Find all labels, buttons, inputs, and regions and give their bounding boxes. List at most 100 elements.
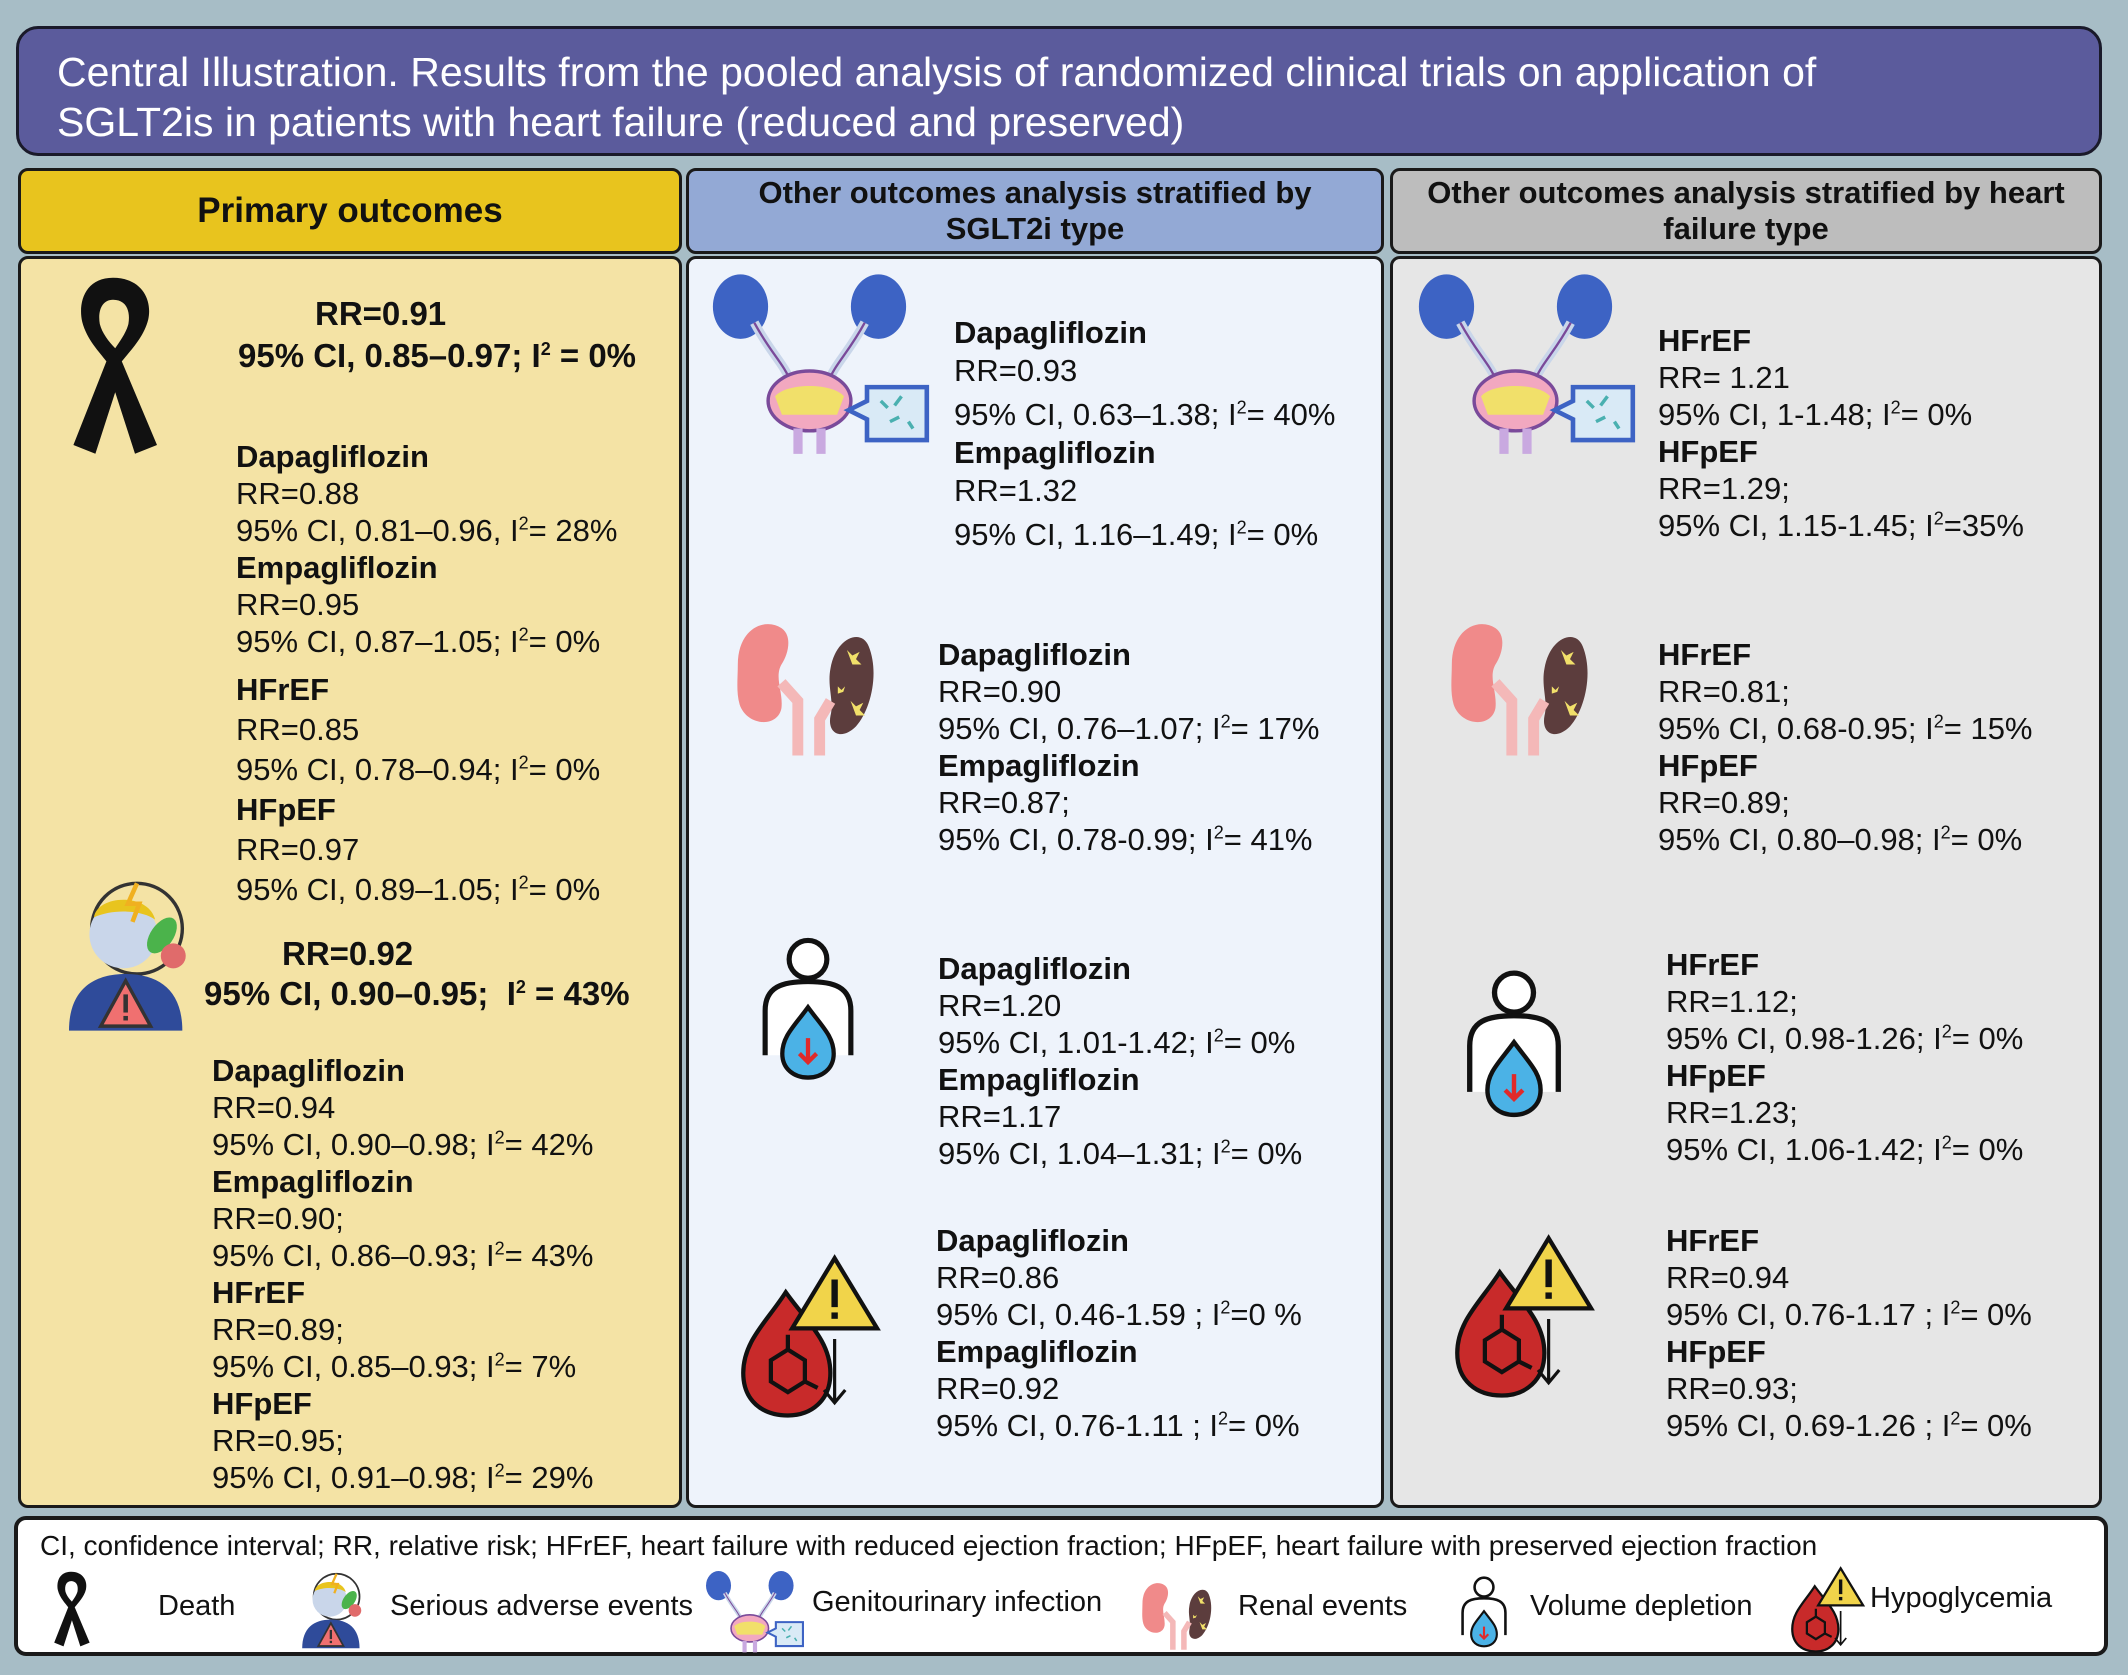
title-banner: Central Illustration. Results from the p… bbox=[16, 26, 2102, 156]
sglt-hypo-a-name: Dapagliflozin bbox=[936, 1223, 1129, 1258]
sglt-renal-b-name: Empagliflozin bbox=[938, 748, 1140, 783]
hf-renal-b-ci: 95% CI, 0.80–0.98; I2= 0% bbox=[1658, 822, 2023, 857]
sglt-renal-a-name: Dapagliflozin bbox=[938, 637, 1131, 672]
hf-volume-a-name: HFrEF bbox=[1666, 947, 1759, 982]
blood-drop-warning-icon bbox=[1446, 1234, 1596, 1404]
death-subgroups: Dapagliflozin RR=0.88 95% CI, 0.81–0.96,… bbox=[236, 438, 617, 660]
hf-hypo-b-rr: RR=0.93; bbox=[1666, 1371, 1798, 1406]
primary-outcomes-panel bbox=[18, 256, 682, 1508]
sglt-geni-block: Dapagliflozin RR=0.93 95% CI, 0.63–1.38;… bbox=[954, 314, 1335, 554]
title-line-1: Central Illustration. Results from the p… bbox=[57, 49, 1817, 95]
sae-hfref-rr: RR=0.89; bbox=[212, 1312, 344, 1347]
black-ribbon-icon bbox=[73, 277, 157, 454]
sglt-renal-a-ci: 95% CI, 0.76–1.07; I2= 17% bbox=[938, 711, 1320, 746]
primary-outcomes-label: Primary outcomes bbox=[197, 191, 503, 230]
sae-ci: 95% CI, 0.90–0.95; I2 = 43% bbox=[204, 975, 630, 1012]
black-ribbon-icon bbox=[54, 1571, 90, 1647]
hf-volume-b-ci: 95% CI, 1.06-1.42; I2= 0% bbox=[1666, 1132, 2024, 1167]
legend-geni: Genitourinary infection bbox=[812, 1586, 1103, 1618]
sae-dapa-ci: 95% CI, 0.90–0.98; I2= 42% bbox=[212, 1127, 594, 1162]
sglt-hypo-a-ci: 95% CI, 0.46-1.59 ; I2=0 % bbox=[936, 1297, 1302, 1332]
hf-header-line-2: failure type bbox=[1663, 211, 1829, 246]
kidney-pair-icon bbox=[1134, 1576, 1220, 1652]
hf-renal-a-ci: 95% CI, 0.68-0.95; I2= 15% bbox=[1658, 711, 2033, 746]
sglt-renal-b-rr: RR=0.87; bbox=[938, 785, 1070, 820]
hf-hypo-b-name: HFpEF bbox=[1666, 1334, 1766, 1369]
hf-type-header: Other outcomes analysis stratified by he… bbox=[1390, 168, 2102, 254]
hf-hypo-a-ci: 95% CI, 0.76-1.17 ; I2= 0% bbox=[1666, 1297, 2032, 1332]
sglt-renal-a-rr: RR=0.90 bbox=[938, 674, 1062, 709]
sae-empa-name: Empagliflozin bbox=[212, 1164, 414, 1199]
death-empa-ci: 95% CI, 0.87–1.05; I2= 0% bbox=[236, 624, 601, 659]
hf-renal-a-rr: RR=0.81; bbox=[1658, 674, 1790, 709]
legend-renal: Renal events bbox=[1238, 1590, 1408, 1622]
volume-depletion-person-icon bbox=[748, 924, 868, 1094]
hf-geni-b-name: HFpEF bbox=[1658, 434, 1758, 469]
volume-depletion-person-icon bbox=[1461, 1576, 1507, 1648]
sglt2i-type-header: Other outcomes analysis stratified by SGL… bbox=[686, 168, 1384, 254]
hf-renal-b-rr: RR=0.89; bbox=[1658, 785, 1790, 820]
legend-death: Death bbox=[158, 1590, 236, 1622]
death-ci: 95% CI, 0.85–0.97; I2 = 0% bbox=[238, 337, 637, 374]
sglt-renal-b-ci: 95% CI, 0.78-0.99; I2= 41% bbox=[938, 822, 1313, 857]
hf-volume-block: HFrEF RR=1.12; 95% CI, 0.98-1.26; I2= 0%… bbox=[1666, 946, 2023, 1168]
death-hfref-rr: RR=0.85 bbox=[236, 712, 360, 747]
sae-hfpef-rr: RR=0.95; bbox=[212, 1423, 344, 1458]
death-empa-rr: RR=0.95 bbox=[236, 587, 360, 622]
sglt2i-type-panel bbox=[686, 256, 1384, 1508]
death-hfref-name: HFrEF bbox=[236, 672, 329, 707]
sglt-volume-b-ci: 95% CI, 1.04–1.31; I2= 0% bbox=[938, 1136, 1303, 1171]
adverse-event-person-icon bbox=[40, 872, 200, 1042]
hf-geni-b-ci: 95% CI, 1.15-1.45; I2=35% bbox=[1658, 508, 2024, 543]
sglt-geni-b-ci: 95% CI, 1.16–1.49; I2= 0% bbox=[954, 517, 1319, 552]
hf-header-line-1: Other outcomes analysis stratified by he… bbox=[1427, 175, 2065, 210]
hf-volume-a-ci: 95% CI, 0.98-1.26; I2= 0% bbox=[1666, 1021, 2024, 1056]
sglt2i-header-line-1: Other outcomes analysis stratified by bbox=[758, 175, 1312, 210]
sglt-volume-b-rr: RR=1.17 bbox=[938, 1099, 1062, 1134]
sglt-geni-b-rr: RR=1.32 bbox=[954, 473, 1078, 508]
death-hfpef-rr: RR=0.97 bbox=[236, 832, 360, 867]
legend: CI, confidence interval; RR, relative ri… bbox=[14, 1516, 2108, 1656]
title-line-2: SGLT2is in patients with heart failure (… bbox=[57, 99, 1185, 145]
sae-dapa-name: Dapagliflozin bbox=[212, 1053, 405, 1088]
hf-renal-b-name: HFpEF bbox=[1658, 748, 1758, 783]
hf-hypo-a-rr: RR=0.94 bbox=[1666, 1260, 1790, 1295]
hf-geni-b-rr: RR=1.29; bbox=[1658, 471, 1790, 506]
hf-hypo-b-ci: 95% CI, 0.69-1.26 ; I2= 0% bbox=[1666, 1408, 2032, 1443]
sglt-hypo-a-rr: RR=0.86 bbox=[936, 1260, 1060, 1295]
hf-hypo-a-name: HFrEF bbox=[1666, 1223, 1759, 1258]
death-hfref-ci: 95% CI, 0.78–0.94; I2= 0% bbox=[236, 752, 601, 787]
sae-rr: RR=0.92 bbox=[282, 935, 414, 972]
sglt-hypo-b-name: Empagliflozin bbox=[936, 1334, 1138, 1369]
death-hfpef-ci: 95% CI, 0.89–1.05; I2= 0% bbox=[236, 872, 601, 907]
volume-depletion-person-icon bbox=[1452, 956, 1576, 1132]
hf-volume-b-rr: RR=1.23; bbox=[1666, 1095, 1798, 1130]
legend-abbreviations: CI, confidence interval; RR, relative ri… bbox=[40, 1530, 1818, 1561]
sglt-geni-a-rr: RR=0.93 bbox=[954, 353, 1078, 388]
sglt2i-header-line-2: SGLT2i type bbox=[945, 211, 1125, 246]
sglt-volume-a-ci: 95% CI, 1.01-1.42; I2= 0% bbox=[938, 1025, 1296, 1060]
bladder-kidney-infection-icon bbox=[702, 1570, 808, 1656]
sglt-hypo-b-rr: RR=0.92 bbox=[936, 1371, 1060, 1406]
bladder-kidney-infection-icon bbox=[1412, 272, 1642, 462]
hf-geni-a-ci: 95% CI, 1-1.48; I2= 0% bbox=[1658, 397, 1973, 432]
hf-volume-b-name: HFpEF bbox=[1666, 1058, 1766, 1093]
legend-sae: Serious adverse events bbox=[390, 1590, 694, 1622]
sae-hfpef-name: HFpEF bbox=[212, 1386, 312, 1421]
hf-geni-block: HFrEF RR= 1.21 95% CI, 1-1.48; I2= 0% HF… bbox=[1658, 322, 2024, 544]
sae-dapa-rr: RR=0.94 bbox=[212, 1090, 336, 1125]
hf-geni-a-name: HFrEF bbox=[1658, 323, 1751, 358]
sglt-geni-a-name: Dapagliflozin bbox=[954, 315, 1147, 350]
blood-drop-warning-icon bbox=[1791, 1567, 1865, 1653]
death-dapa-ci: 95% CI, 0.81–0.96, I2= 28% bbox=[236, 513, 618, 548]
sglt-hypo-b-ci: 95% CI, 0.76-1.11 ; I2= 0% bbox=[936, 1408, 1300, 1443]
legend-volume: Volume depletion bbox=[1530, 1590, 1753, 1622]
death-hf-subgroups: HFrEF RR=0.85 95% CI, 0.78–0.94; I2= 0% … bbox=[236, 670, 600, 910]
sglt-volume-a-rr: RR=1.20 bbox=[938, 988, 1062, 1023]
death-empa-name: Empagliflozin bbox=[236, 550, 438, 585]
kidney-pair-icon bbox=[706, 610, 906, 760]
hf-volume-a-rr: RR=1.12; bbox=[1666, 984, 1798, 1019]
hf-geni-a-rr: RR= 1.21 bbox=[1658, 360, 1790, 395]
death-hfpef-name: HFpEF bbox=[236, 792, 336, 827]
adverse-event-person-icon bbox=[301, 1572, 363, 1650]
